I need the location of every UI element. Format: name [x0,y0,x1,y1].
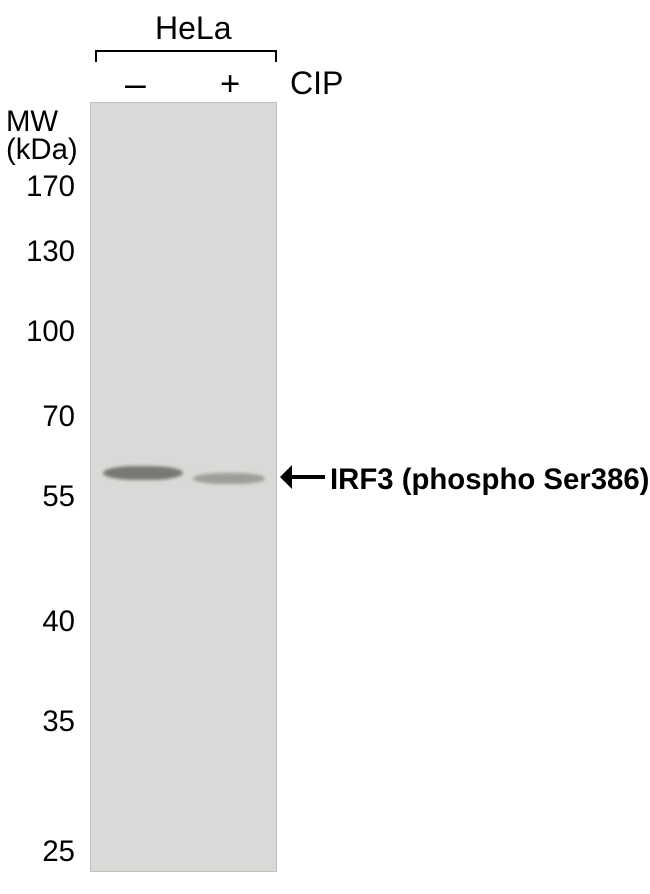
band-lane-minus [103,466,183,480]
mw-tick-35: 35 [0,705,75,739]
lane-minus-label: – [125,62,146,105]
mw-header-line2: (kDa) [6,133,78,167]
mw-tick-55: 55 [0,480,75,514]
sample-bracket [95,50,277,60]
mw-tick-40: 40 [0,605,75,639]
lane-plus-label: + [220,65,240,104]
mw-tick-70: 70 [0,400,75,434]
mw-tick-130: 130 [0,235,75,269]
mw-tick-25: 25 [0,835,75,869]
mw-tick-100: 100 [0,315,75,349]
target-protein-label: IRF3 (phospho Ser386) [330,463,649,497]
target-arrow-head-icon [280,465,292,489]
target-arrow-shaft [292,475,325,479]
treatment-label: CIP [290,65,343,102]
sample-header-label: HeLa [155,10,232,47]
band-lane-plus [193,473,265,484]
mw-tick-170: 170 [0,170,75,204]
blot-membrane [90,102,277,872]
